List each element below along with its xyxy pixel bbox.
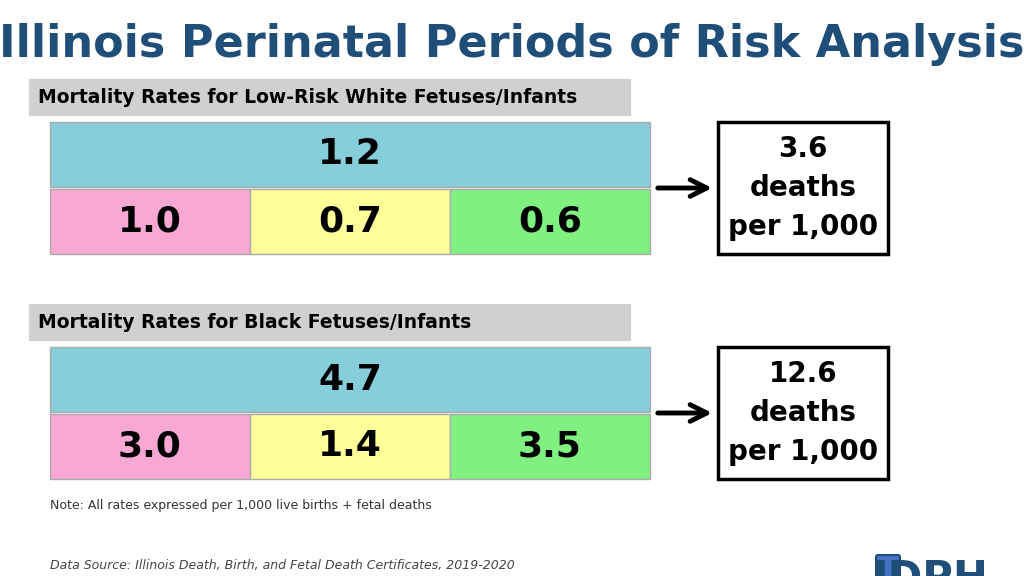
Text: 1.2: 1.2 bbox=[318, 138, 382, 172]
Bar bbox=[50, 122, 650, 187]
Bar bbox=[250, 414, 450, 479]
Text: IDPH: IDPH bbox=[872, 558, 988, 576]
Text: 0.7: 0.7 bbox=[318, 204, 382, 238]
Text: 4.7: 4.7 bbox=[318, 362, 382, 396]
Bar bbox=[718, 347, 888, 479]
Text: Illinois Perinatal Periods of Risk Analysis: Illinois Perinatal Periods of Risk Analy… bbox=[0, 24, 1024, 66]
Bar bbox=[30, 80, 630, 115]
Text: 3.6
deaths
per 1,000: 3.6 deaths per 1,000 bbox=[728, 135, 878, 241]
Text: Mortality Rates for Black Fetuses/Infants: Mortality Rates for Black Fetuses/Infant… bbox=[38, 313, 471, 332]
Text: 3.5: 3.5 bbox=[518, 430, 582, 464]
Bar bbox=[50, 189, 250, 254]
Text: Mortality Rates for Low-Risk White Fetuses/Infants: Mortality Rates for Low-Risk White Fetus… bbox=[38, 88, 578, 107]
Bar bbox=[450, 414, 650, 479]
Text: 12.6
deaths
per 1,000: 12.6 deaths per 1,000 bbox=[728, 360, 878, 466]
Text: 0.6: 0.6 bbox=[518, 204, 582, 238]
Text: 1.4: 1.4 bbox=[318, 430, 382, 464]
Text: Note: All rates expressed per 1,000 live births + fetal deaths: Note: All rates expressed per 1,000 live… bbox=[50, 499, 432, 512]
FancyBboxPatch shape bbox=[876, 555, 900, 576]
Bar bbox=[718, 122, 888, 254]
Text: 1.0: 1.0 bbox=[118, 204, 182, 238]
Bar bbox=[50, 414, 250, 479]
Text: 3.0: 3.0 bbox=[118, 430, 182, 464]
Bar bbox=[50, 347, 650, 412]
Text: Data Source: Illinois Death, Birth, and Fetal Death Certificates, 2019-2020: Data Source: Illinois Death, Birth, and … bbox=[50, 559, 515, 572]
Bar bbox=[30, 305, 630, 340]
Bar bbox=[450, 189, 650, 254]
Bar bbox=[250, 189, 450, 254]
